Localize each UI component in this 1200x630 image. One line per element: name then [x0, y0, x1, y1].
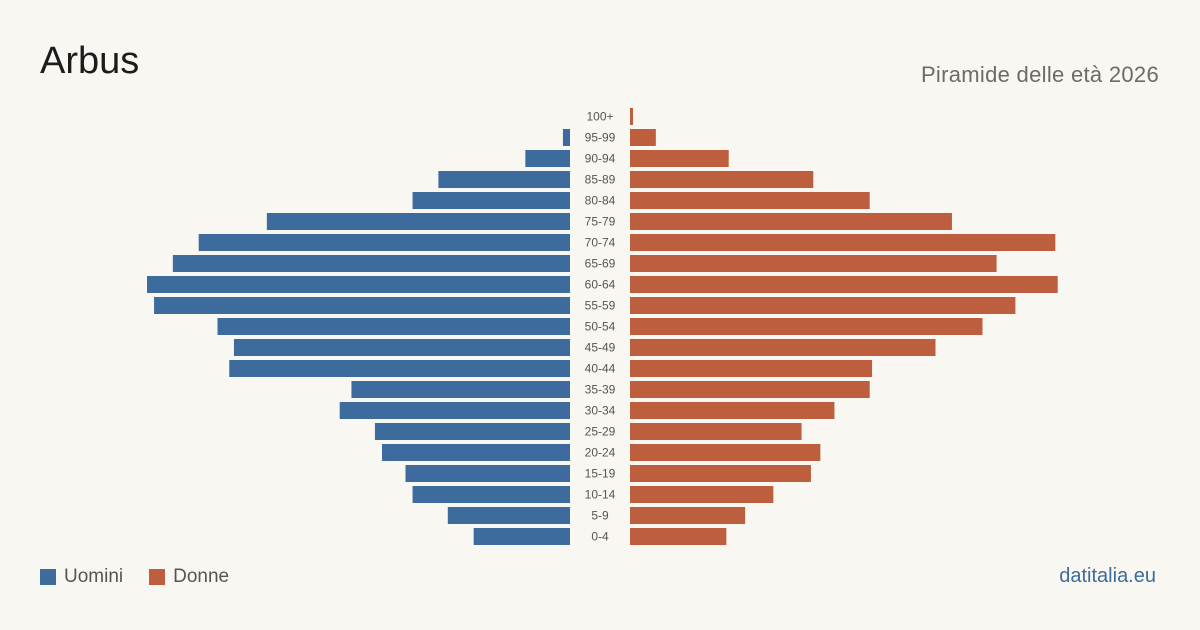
bar-women-65-69: [630, 255, 997, 272]
bar-women-25-29: [630, 423, 802, 440]
source-link[interactable]: datitalia.eu: [1059, 565, 1156, 587]
bar-women-100+: [630, 108, 633, 125]
age-label: 10-14: [585, 488, 616, 502]
bar-men-50-54: [217, 318, 570, 335]
bar-men-75-79: [266, 213, 570, 230]
bar-women-20-24: [630, 444, 821, 461]
bar-men-85-89: [438, 171, 570, 188]
age-label: 95-99: [585, 131, 616, 145]
age-label: 20-24: [585, 446, 616, 460]
age-label: 50-54: [585, 320, 616, 334]
bar-men-20-24: [382, 444, 570, 461]
bar-women-0-4: [630, 528, 727, 545]
bar-women-80-84: [630, 192, 870, 209]
bar-women-15-19: [630, 465, 811, 482]
chart-subtitle: Piramide delle età 2026: [920, 62, 1159, 87]
age-label: 85-89: [585, 173, 616, 187]
bar-men-0-4: [473, 528, 570, 545]
bar-men-45-49: [233, 339, 570, 356]
bar-women-75-79: [630, 213, 952, 230]
age-label: 55-59: [585, 299, 616, 313]
bar-men-55-59: [154, 297, 571, 314]
age-label: 45-49: [585, 341, 616, 355]
legend: Uomini Donne: [40, 566, 255, 588]
bar-men-90-94: [525, 150, 570, 167]
age-label: 70-74: [585, 236, 616, 250]
age-label: 75-79: [585, 215, 616, 229]
bar-men-65-69: [172, 255, 570, 272]
age-label: 40-44: [585, 362, 616, 376]
bar-women-95-99: [630, 129, 656, 146]
legend-label-men: Uomini: [64, 566, 124, 587]
bar-men-5-9: [447, 507, 570, 524]
legend-label-women: Donne: [173, 566, 230, 587]
bar-women-45-49: [630, 339, 936, 356]
bar-men-60-64: [147, 276, 570, 293]
age-label: 90-94: [585, 152, 616, 166]
bar-men-40-44: [229, 360, 570, 377]
bar-women-10-14: [630, 486, 774, 503]
bar-women-70-74: [630, 234, 1056, 251]
age-label: 65-69: [585, 257, 616, 271]
bar-women-55-59: [630, 297, 1016, 314]
bar-women-85-89: [630, 171, 814, 188]
age-label: 100+: [586, 110, 613, 124]
legend-item-men: Uomini: [40, 566, 123, 588]
bar-men-10-14: [412, 486, 570, 503]
bar-men-70-74: [198, 234, 570, 251]
bar-women-5-9: [630, 507, 746, 524]
age-label: 30-34: [585, 404, 616, 418]
bar-women-50-54: [630, 318, 983, 335]
bar-women-60-64: [630, 276, 1058, 293]
bar-men-35-39: [351, 381, 570, 398]
age-label: 25-29: [585, 425, 616, 439]
age-label: 5-9: [591, 509, 609, 523]
age-label: 0-4: [591, 530, 609, 544]
age-label: 35-39: [585, 383, 616, 397]
age-label: 80-84: [585, 194, 616, 208]
legend-item-women: Donne: [149, 566, 229, 588]
bar-women-40-44: [630, 360, 873, 377]
age-label: 15-19: [585, 467, 616, 481]
legend-swatch-women: [149, 569, 166, 585]
bar-men-80-84: [412, 192, 570, 209]
bar-women-35-39: [630, 381, 870, 398]
age-label: 60-64: [585, 278, 616, 292]
bar-women-30-34: [630, 402, 835, 419]
legend-swatch-men: [40, 569, 56, 585]
bar-women-90-94: [630, 150, 729, 167]
bar-men-30-34: [339, 402, 570, 419]
bar-men-15-19: [405, 465, 570, 482]
bar-men-95-99: [562, 129, 570, 146]
page-title: Arbus: [40, 40, 140, 82]
bar-men-25-29: [374, 423, 570, 440]
